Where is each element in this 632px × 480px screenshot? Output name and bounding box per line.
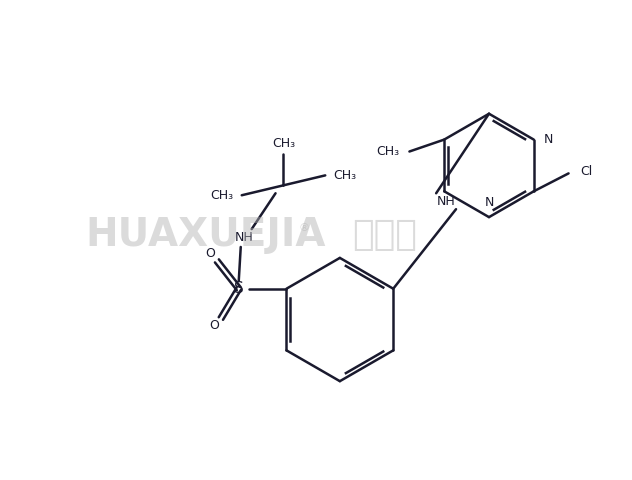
Text: CH₃: CH₃ xyxy=(210,189,233,202)
Text: 化学加: 化学加 xyxy=(352,218,417,252)
Text: Cl: Cl xyxy=(581,165,593,178)
Text: NH: NH xyxy=(234,230,253,243)
Text: ®: ® xyxy=(298,223,310,233)
Text: CH₃: CH₃ xyxy=(376,145,399,158)
Text: N: N xyxy=(484,196,494,209)
Text: S: S xyxy=(234,281,243,296)
Text: CH₃: CH₃ xyxy=(334,169,356,182)
Text: NH: NH xyxy=(437,195,456,208)
Text: HUAXUEJIA: HUAXUEJIA xyxy=(85,216,326,254)
Text: CH₃: CH₃ xyxy=(272,137,295,150)
Text: O: O xyxy=(205,247,215,261)
Text: N: N xyxy=(544,133,553,146)
Text: O: O xyxy=(209,319,219,332)
